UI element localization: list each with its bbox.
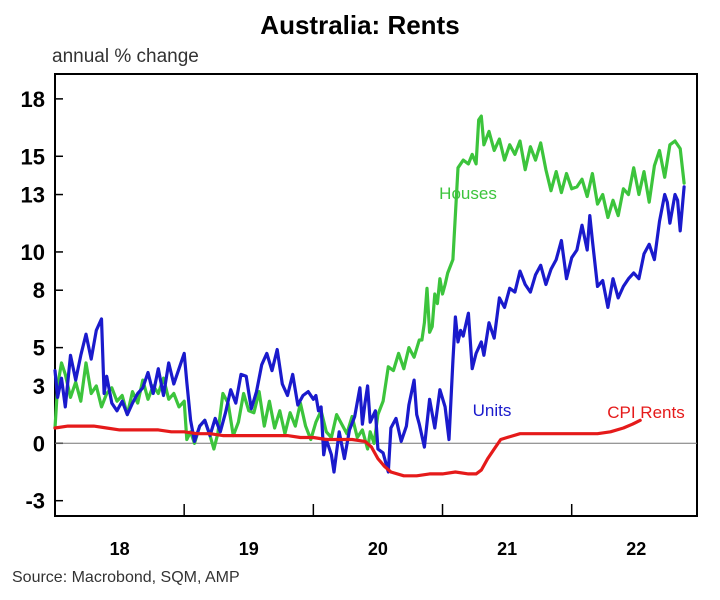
- x-tick-label: 22: [626, 539, 646, 559]
- source-note: Source: Macrobond, SQM, AMP: [12, 569, 240, 586]
- x-tick-label: 20: [368, 539, 388, 559]
- series-line-cpi-rents: [53, 418, 642, 478]
- y-tick-label: 13: [21, 183, 45, 208]
- series-labels: Houses Units CPI Rents: [439, 184, 685, 422]
- series-label-houses: Houses: [439, 184, 497, 203]
- y-tick-label: -3: [25, 489, 45, 514]
- y-tick-label: 10: [21, 240, 45, 265]
- series-label-units: Units: [473, 401, 512, 420]
- series-group: [53, 114, 686, 478]
- y-tick-label: 5: [33, 336, 45, 361]
- x-tick-label: 19: [239, 539, 259, 559]
- y-tick-label: 15: [21, 144, 45, 169]
- x-tick-label: 21: [497, 539, 517, 559]
- y-axis-label: annual % change: [52, 46, 199, 67]
- y-tick-label: 18: [21, 87, 45, 112]
- x-axis: 18 19 20 21 22: [110, 504, 646, 559]
- y-tick-label: 8: [33, 278, 45, 303]
- series-line-units: [53, 185, 686, 474]
- y-tick-label: 3: [33, 374, 45, 399]
- y-axis: 18 15 13 10 8 5 3 0 -3: [21, 87, 63, 514]
- y-tick-label: 0: [33, 431, 45, 456]
- series-label-cpi-rents: CPI Rents: [607, 403, 684, 422]
- chart-title: Australia: Rents: [260, 10, 459, 40]
- plot-frame: [54, 73, 698, 517]
- x-tick-label: 18: [110, 539, 130, 559]
